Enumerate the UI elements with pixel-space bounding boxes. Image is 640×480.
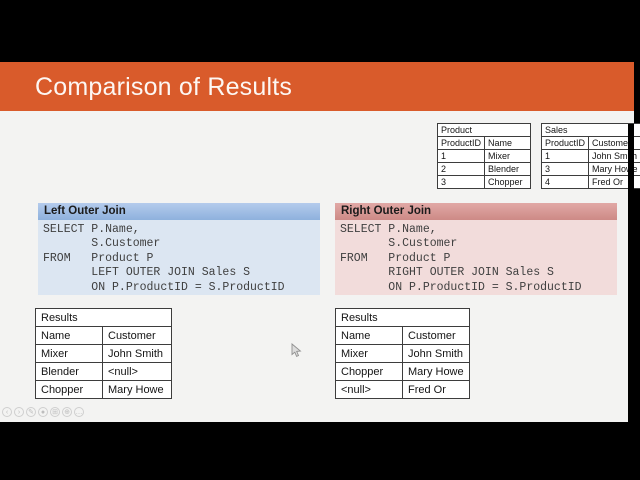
table-row: 4 Fred Or xyxy=(540,175,640,189)
left-outer-join-panel: Left Outer Join SELECT P.Name, S.Custome… xyxy=(38,203,320,295)
column-header: ProductID xyxy=(540,136,590,150)
more-options-icon[interactable]: … xyxy=(74,407,84,417)
right-outer-join-header: Right Outer Join xyxy=(335,203,617,220)
table-row: Chopper Mary Howe xyxy=(35,380,172,399)
table-cell: Chopper xyxy=(35,380,103,399)
table-header-row: ProductID Name xyxy=(436,136,532,150)
table-cell: Mary Howe xyxy=(402,362,470,381)
product-table: Product ProductID Name 1 Mixer 2 Blender… xyxy=(436,123,532,189)
table-row: 1 John Smith xyxy=(540,149,640,163)
column-header: ProductID xyxy=(436,136,486,150)
left-outer-join-header: Left Outer Join xyxy=(38,203,320,220)
results-table-title: Results xyxy=(335,308,470,327)
presenter-controls: ‹ › ✎ ● ⊞ ⊕ … xyxy=(2,407,84,417)
table-row: 1 Mixer xyxy=(436,149,532,163)
table-cell: Mixer xyxy=(35,344,103,363)
table-cell: Fred Or xyxy=(402,380,470,399)
sales-table-title: Sales xyxy=(541,123,640,137)
table-cell: Blender xyxy=(35,362,103,381)
left-outer-join-sql: SELECT P.Name, S.Customer FROM Product P… xyxy=(38,220,320,295)
table-cell: Chopper xyxy=(484,175,532,189)
column-header: Name xyxy=(484,136,532,150)
table-row: Mixer John Smith xyxy=(335,344,470,363)
sales-table: Sales ProductID Customer 1 John Smith 3 … xyxy=(540,123,640,189)
right-results-table: Results Name Customer Mixer John Smith C… xyxy=(335,308,470,399)
table-cell: 1 xyxy=(540,149,590,163)
table-row: Chopper Mary Howe xyxy=(335,362,470,381)
results-table-title: Results xyxy=(35,308,172,327)
table-cell: Chopper xyxy=(335,362,403,381)
title-bar: Comparison of Results xyxy=(0,62,634,111)
table-row: 3 Mary Howe xyxy=(540,162,640,176)
table-title-row: Results xyxy=(35,308,172,327)
previous-slide-icon[interactable]: ‹ xyxy=(2,407,12,417)
pen-icon[interactable]: ✎ xyxy=(26,407,36,417)
table-title-row: Sales xyxy=(541,123,640,137)
mouse-cursor-icon xyxy=(291,343,302,363)
table-cell: Mary Howe xyxy=(102,380,172,399)
slide: Comparison of Results Product ProductID … xyxy=(0,62,640,480)
table-header-row: Name Customer xyxy=(335,326,470,345)
zoom-icon[interactable]: ⊕ xyxy=(62,407,72,417)
table-cell: Blender xyxy=(484,162,532,176)
table-header-row: ProductID Customer xyxy=(540,136,640,150)
table-header-row: Name Customer xyxy=(35,326,172,345)
column-header: Name xyxy=(335,326,403,345)
right-letterbox xyxy=(628,124,634,480)
right-outer-join-sql: SELECT P.Name, S.Customer FROM Product P… xyxy=(335,220,617,295)
table-cell: 2 xyxy=(436,162,486,176)
table-cell: 4 xyxy=(540,175,590,189)
table-title-row: Results xyxy=(335,308,470,327)
table-cell: 3 xyxy=(436,175,486,189)
table-cell: John Smith xyxy=(102,344,172,363)
next-slide-icon[interactable]: › xyxy=(14,407,24,417)
table-cell: Mixer xyxy=(335,344,403,363)
all-slides-icon[interactable]: ⊞ xyxy=(50,407,60,417)
column-header: Customer xyxy=(102,326,172,345)
table-row: Mixer John Smith xyxy=(35,344,172,363)
column-header: Name xyxy=(35,326,103,345)
table-cell: <null> xyxy=(335,380,403,399)
table-cell: John Smith xyxy=(402,344,470,363)
table-row: 3 Chopper xyxy=(436,175,532,189)
column-header: Customer xyxy=(402,326,470,345)
table-cell: 1 xyxy=(436,149,486,163)
page-title: Comparison of Results xyxy=(35,73,293,101)
table-row: <null> Fred Or xyxy=(335,380,470,399)
table-cell: 3 xyxy=(540,162,590,176)
product-table-title: Product xyxy=(436,123,532,137)
table-row: Blender <null> xyxy=(35,362,172,381)
table-title-row: Product xyxy=(436,123,532,137)
table-cell: Mixer xyxy=(484,149,532,163)
left-results-table: Results Name Customer Mixer John Smith B… xyxy=(35,308,172,399)
laser-pointer-icon[interactable]: ● xyxy=(38,407,48,417)
table-row: 2 Blender xyxy=(436,162,532,176)
table-cell: <null> xyxy=(102,362,172,381)
right-outer-join-panel: Right Outer Join SELECT P.Name, S.Custom… xyxy=(335,203,617,295)
table-cell: Fred Or xyxy=(588,175,640,189)
